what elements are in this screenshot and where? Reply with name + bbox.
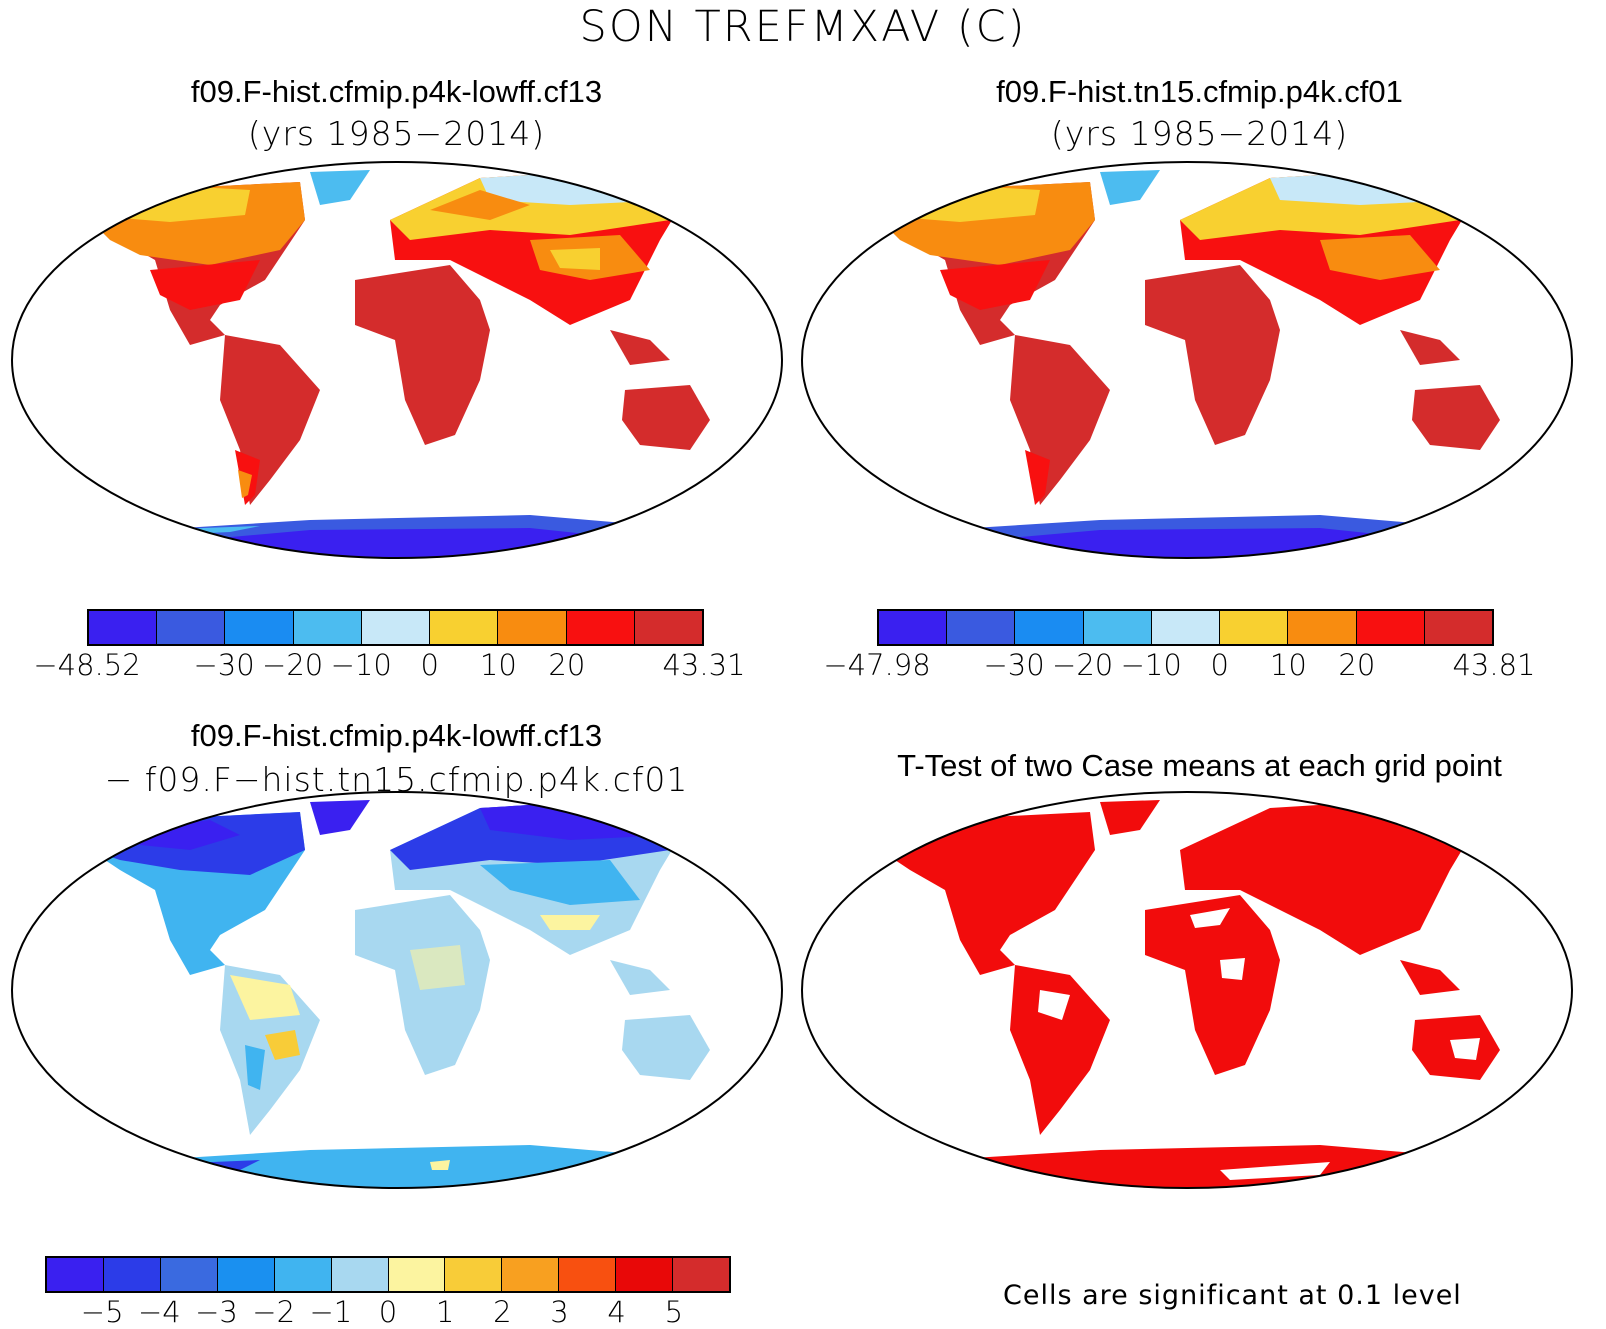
colorbar-tick-label: −2 — [252, 1295, 296, 1329]
panel1-subtitle: (yrs 1985−2014) — [247, 114, 546, 153]
colorbar-segment — [331, 1258, 389, 1291]
colorbar-tick-label: 43.81 — [1452, 648, 1536, 682]
colorbar-tick-label: −3 — [195, 1295, 238, 1329]
colorbar-tick-label: 0 — [1210, 648, 1229, 682]
panel3-map — [11, 791, 783, 1189]
colorbar-tick-label: 5 — [664, 1295, 684, 1329]
panel1-map — [11, 161, 783, 559]
panel3-colorbar-ticks: −5 −4 −3 −2 −1 0 1 2 3 4 5 — [45, 1295, 731, 1329]
colorbar-segment — [274, 1258, 332, 1291]
colorbar-tick-label: −4 — [137, 1295, 181, 1329]
colorbar-tick-label: −47.98 — [823, 648, 931, 682]
colorbar-segment — [1356, 611, 1425, 644]
colorbar-segment — [217, 1258, 275, 1291]
panel1-title: f09.F-hist.cfmip.p4k-lowff.cf13 — [190, 74, 603, 109]
colorbar-segment — [559, 1258, 617, 1291]
colorbar-segment — [160, 1258, 218, 1291]
colorbar-tick-label: 1 — [435, 1295, 455, 1329]
colorbar-segment — [293, 611, 362, 644]
colorbar-segment — [947, 611, 1016, 644]
panel3-colorbar — [45, 1256, 731, 1293]
colorbar-tick-label: 10 — [479, 648, 517, 682]
colorbar-segment — [1151, 611, 1221, 644]
colorbar-tick-label: −10 — [1120, 648, 1182, 682]
panel3-title: f09.F-hist.cfmip.p4k-lowff.cf13 — [190, 718, 603, 753]
panel4-map — [801, 791, 1573, 1189]
colorbar-tick-label: 0 — [378, 1295, 398, 1329]
colorbar-segment — [879, 611, 948, 644]
panel2-colorbar — [877, 609, 1494, 646]
panel4-title: T-Test of two Case means at each grid po… — [897, 748, 1502, 783]
colorbar-tick-label: −30 — [983, 648, 1045, 682]
colorbar-segment — [634, 611, 702, 644]
colorbar-tick-label: 2 — [493, 1295, 512, 1329]
colorbar-tick-label: 10 — [1269, 648, 1307, 682]
colorbar-tick-label: −30 — [193, 648, 255, 682]
colorbar-tick-label: 20 — [1338, 648, 1376, 682]
colorbar-segment — [157, 611, 226, 644]
colorbar-tick-label: 43.31 — [662, 648, 746, 682]
colorbar-segment — [566, 611, 635, 644]
panel1-colorbar — [87, 609, 704, 646]
colorbar-segment — [89, 611, 158, 644]
figure-title: SON TREFMXAV (C) — [579, 2, 1027, 52]
colorbar-segment — [47, 1258, 104, 1291]
colorbar-segment — [1220, 611, 1289, 644]
colorbar-segment — [673, 1258, 730, 1291]
panel2-map — [801, 161, 1573, 559]
colorbar-tick-label: −5 — [80, 1295, 124, 1329]
colorbar-tick-label: −1 — [309, 1295, 353, 1329]
panel2-colorbar-ticks: −47.98 −30 −20 −10 0 10 20 43.81 — [823, 648, 1535, 688]
colorbar-segment — [103, 1258, 161, 1291]
colorbar-segment — [1424, 611, 1492, 644]
colorbar-tick-label: 20 — [548, 648, 586, 682]
colorbar-tick-label: −20 — [1052, 648, 1114, 682]
colorbar-segment — [502, 1258, 560, 1291]
colorbar-segment — [388, 1258, 446, 1291]
colorbar-segment — [616, 1258, 674, 1291]
panel2-subtitle: (yrs 1985−2014) — [1050, 114, 1349, 153]
colorbar-segment — [1083, 611, 1152, 644]
significance-note: Cells are significant at 0.1 level — [1003, 1280, 1462, 1311]
colorbar-tick-label: −20 — [262, 648, 324, 682]
colorbar-segment — [1288, 611, 1357, 644]
panel2-title: f09.F-hist.tn15.cfmip.p4k.cf01 — [996, 74, 1403, 109]
colorbar-tick-label: −48.52 — [33, 648, 141, 682]
panel1-colorbar-ticks: −48.52 −30 −20 −10 0 10 20 43.31 — [33, 648, 745, 688]
colorbar-tick-label: 3 — [550, 1295, 569, 1329]
colorbar-tick-label: −10 — [330, 648, 392, 682]
colorbar-segment — [445, 1258, 503, 1291]
colorbar-segment — [430, 611, 499, 644]
colorbar-segment — [1015, 611, 1084, 644]
colorbar-tick-label: 4 — [607, 1295, 626, 1329]
colorbar-segment — [361, 611, 431, 644]
colorbar-segment — [225, 611, 294, 644]
colorbar-segment — [498, 611, 567, 644]
colorbar-tick-label: 0 — [420, 648, 439, 682]
